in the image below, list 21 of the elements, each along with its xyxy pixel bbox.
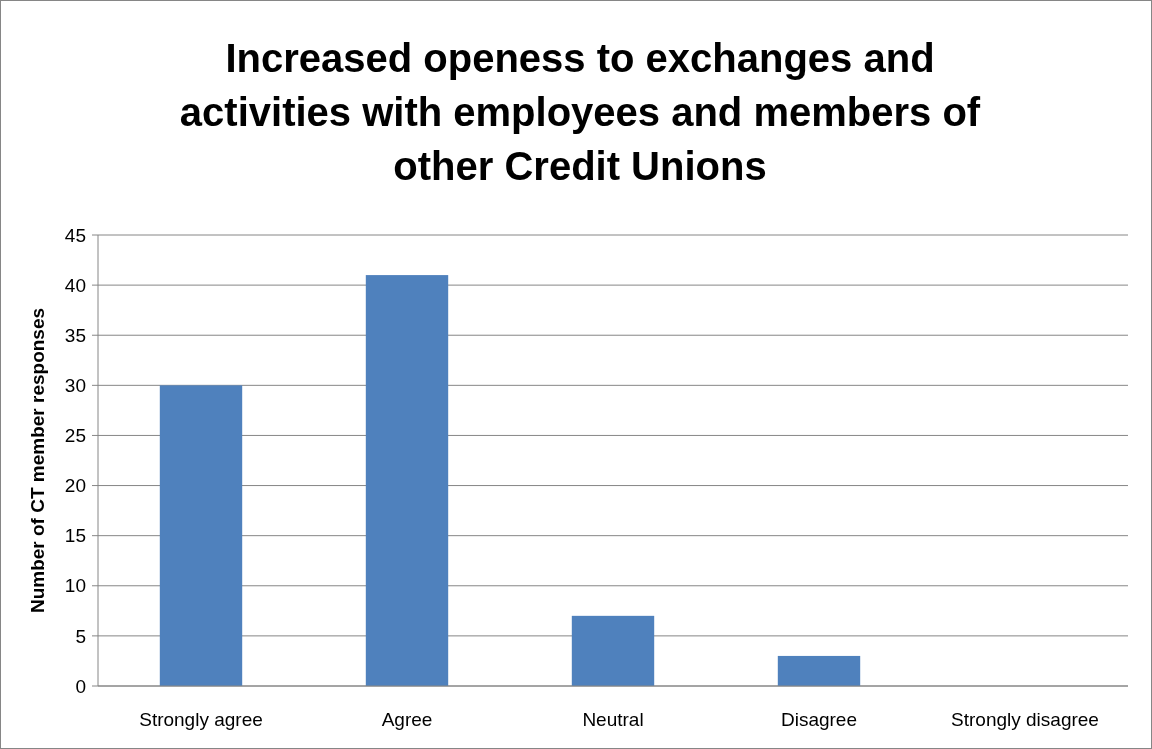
bar	[571, 615, 655, 686]
y-axis-title: Number of CT member responses	[27, 307, 48, 614]
y-tick-label: 40	[64, 274, 86, 296]
chart-title: Increased openess to exchanges and activities with employees and members of other Credit Unions	[179, 36, 981, 188]
x-tick-label: Disagree	[780, 709, 858, 730]
y-tick-label: 35	[64, 324, 86, 346]
y-tick-label: 5	[75, 625, 86, 647]
x-tick-label: Strongly agree	[139, 709, 263, 730]
y-tick-label: 10	[64, 575, 86, 597]
x-tick-label: Strongly disagree	[951, 709, 1099, 730]
y-tick-label: 45	[64, 224, 86, 246]
x-tick-label: Neutral	[582, 709, 644, 730]
bar	[777, 655, 861, 686]
bar	[159, 385, 243, 686]
y-tick-label: 0	[75, 675, 86, 697]
bar	[365, 275, 449, 686]
y-tick-label: 20	[64, 475, 86, 497]
x-tick-label: Agree	[381, 709, 433, 730]
y-tick-label: 30	[64, 374, 86, 396]
y-tick-label: 15	[64, 525, 86, 547]
y-tick-label: 25	[64, 425, 86, 447]
